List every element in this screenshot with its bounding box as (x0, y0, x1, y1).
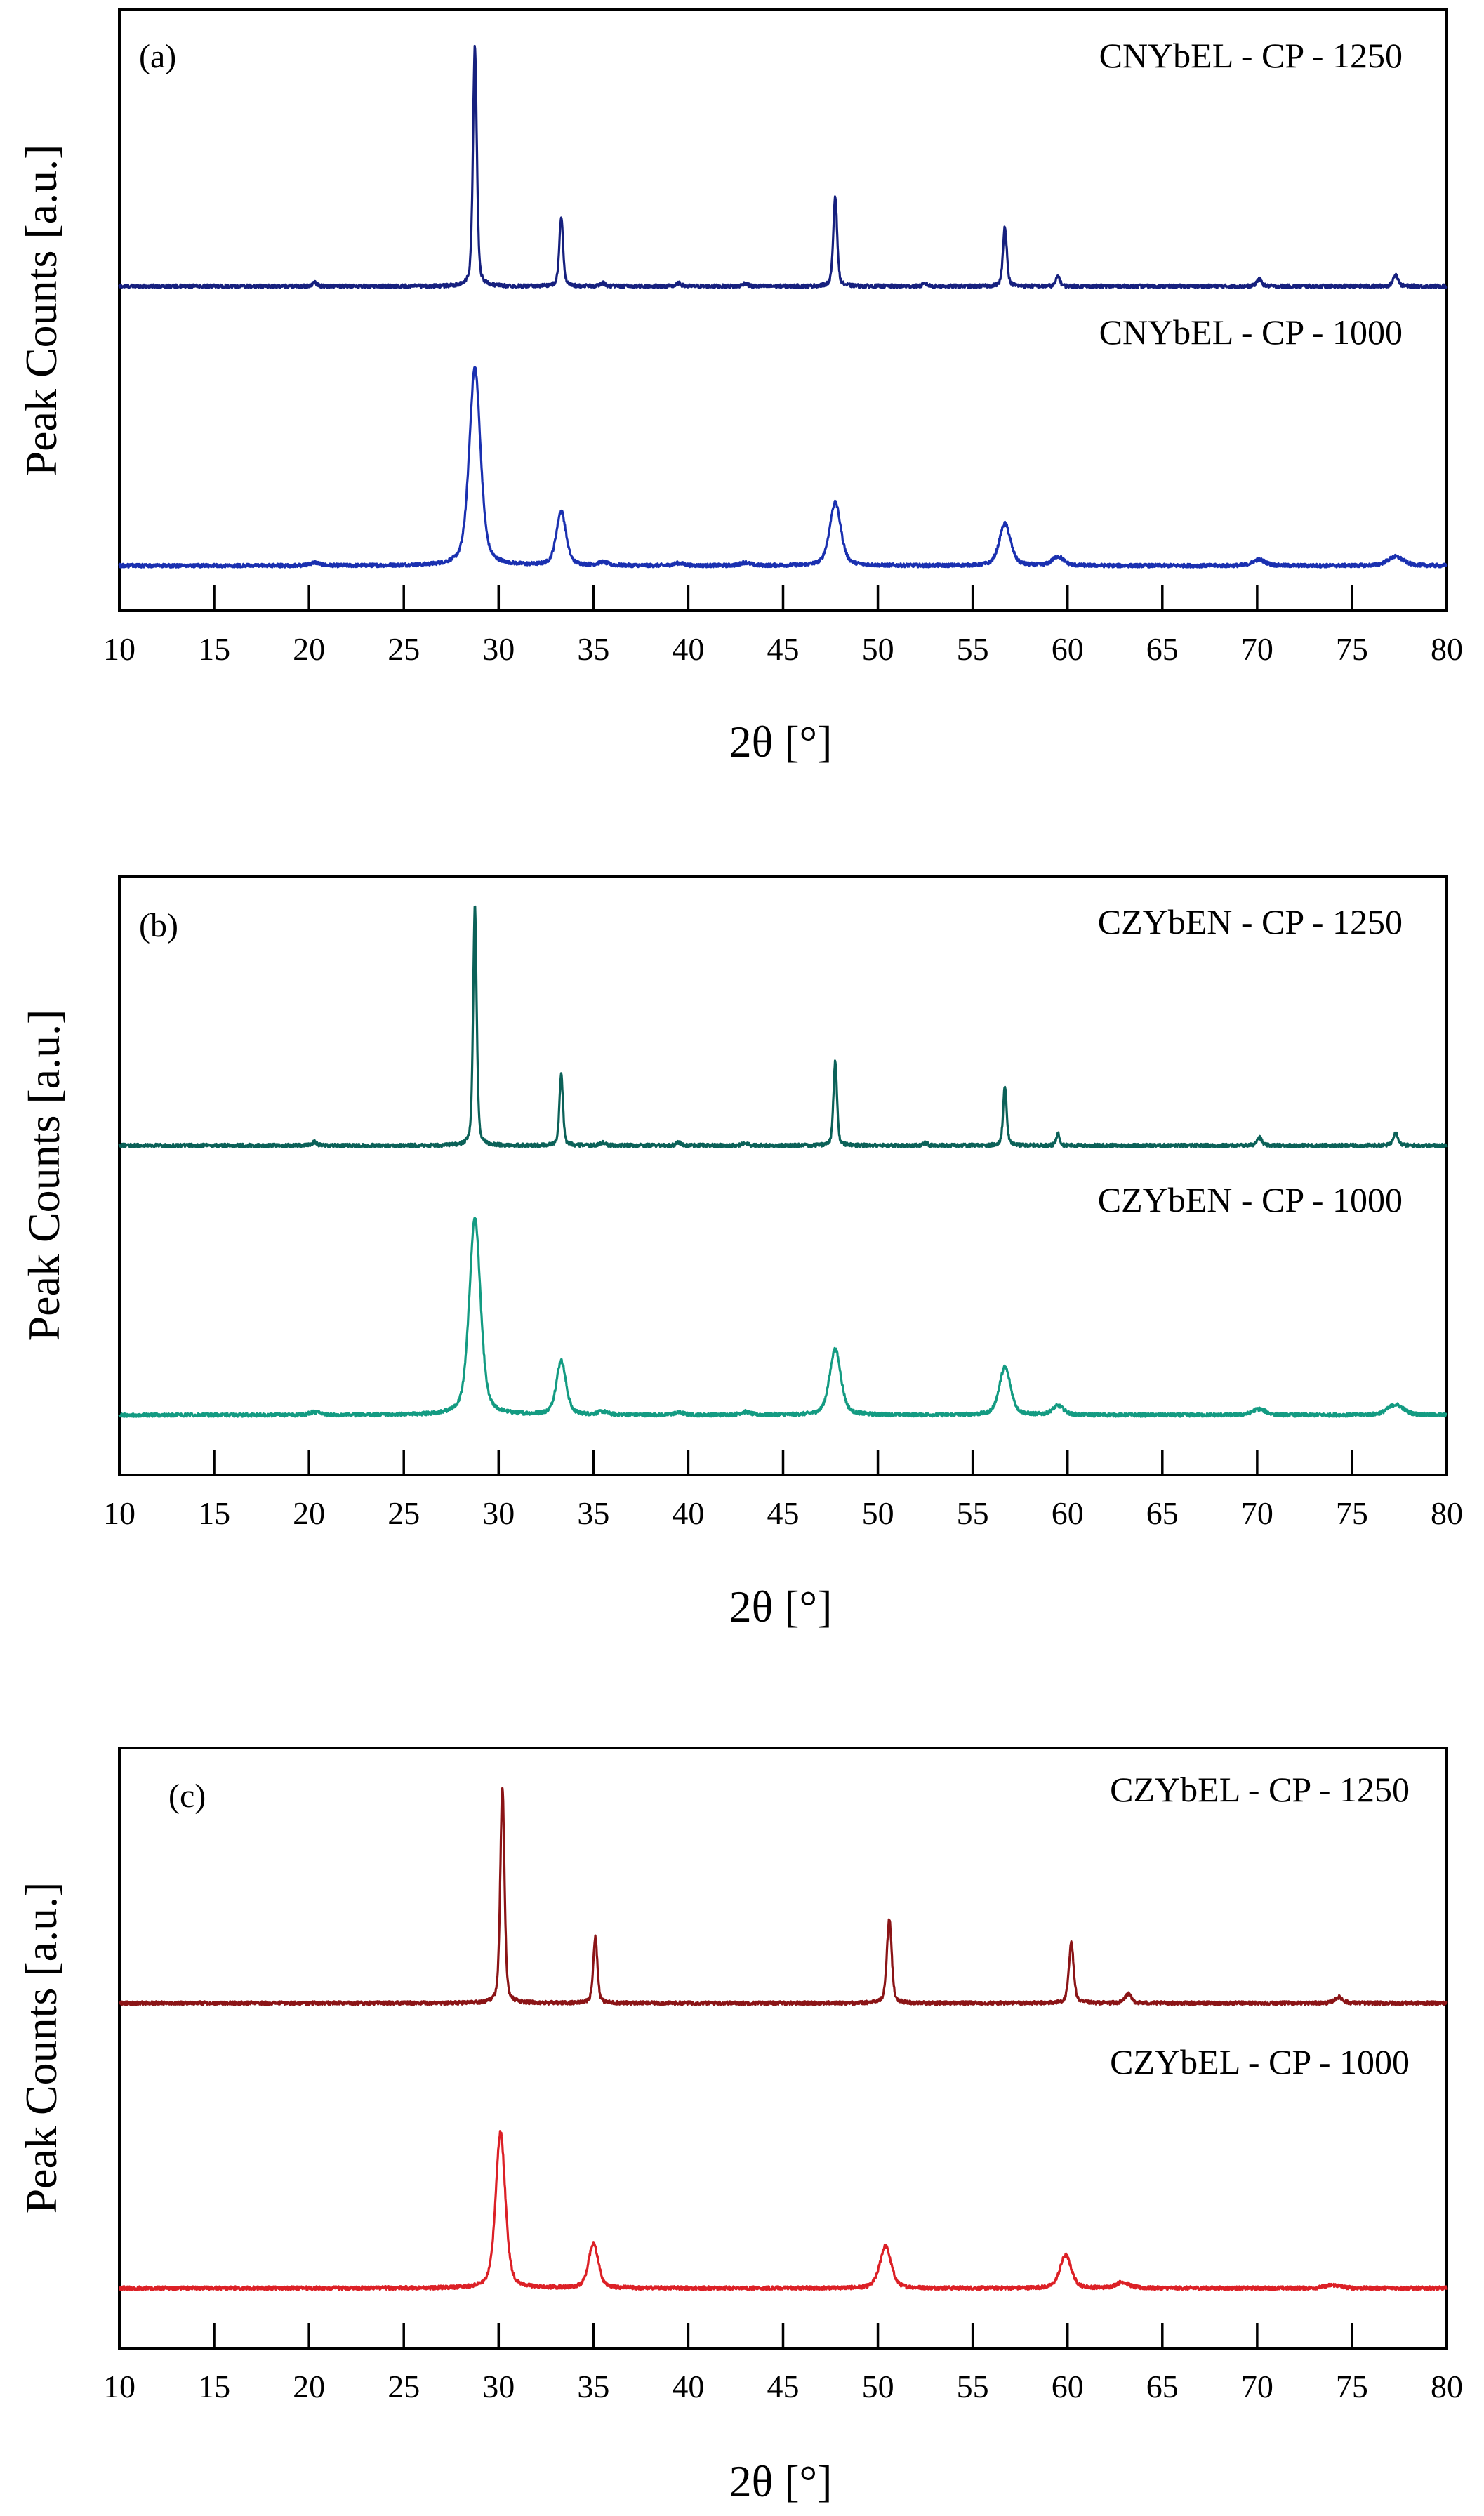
panel-a-series-1-label: CNYbEL - CP - 1250 (1099, 36, 1403, 75)
x-tick-label: 35 (577, 631, 609, 667)
panel-a-label: (a) (139, 38, 176, 75)
x-tick-label: 60 (1052, 1495, 1084, 1531)
panel-a-traces (118, 44, 1448, 569)
x-tick-label: 50 (862, 1495, 894, 1531)
x-tick-label: 70 (1241, 631, 1273, 667)
panel-c-traces (118, 1787, 1448, 2291)
panel-c-x-axis-title: 2θ [°] (729, 2456, 833, 2506)
series-line-1 (118, 1787, 1448, 2006)
panel-c-x-ticks: 10 15 20 25 30 35 40 45 50 55 60 65 70 75 80 (103, 2323, 1463, 2404)
series-line-2 (118, 366, 1448, 569)
series-line-1 (118, 44, 1448, 289)
x-tick-label: 45 (767, 631, 800, 667)
panel-a: (a) Peak Counts [a.u.] 2θ [°] 10 15 20 25 30… (16, 8, 1463, 767)
x-tick-label: 60 (1052, 2369, 1084, 2404)
x-tick-label: 50 (862, 2369, 894, 2404)
panel-a-x-axis-title: 2θ [°] (729, 717, 833, 767)
x-tick-label: 30 (482, 631, 515, 667)
x-tick-label: 75 (1336, 2369, 1368, 2404)
x-tick-label: 70 (1241, 1495, 1273, 1531)
x-tick-label: 15 (198, 1495, 230, 1531)
panel-b: (b) Peak Counts [a.u.] 2θ [°] 10 15 20 25 30… (19, 875, 1463, 1631)
x-tick-label: 55 (957, 1495, 989, 1531)
panel-c-y-axis-title: Peak Counts [a.u.] (16, 1882, 66, 2214)
panel-b-x-axis-title: 2θ [°] (729, 1582, 833, 1631)
x-tick-label: 80 (1431, 1495, 1463, 1531)
x-tick-label: 35 (577, 1495, 609, 1531)
x-tick-label: 65 (1146, 631, 1179, 667)
panel-c: (c) Peak Counts [a.u.] 2θ [°] 10 15 20 25 30… (16, 1747, 1463, 2506)
panel-b-frame (118, 875, 1448, 1476)
panel-a-series-2-label: CNYbEL - CP - 1000 (1099, 312, 1403, 352)
x-tick-label: 65 (1146, 1495, 1179, 1531)
x-tick-label: 50 (862, 631, 894, 667)
x-tick-label: 40 (672, 631, 704, 667)
x-tick-label: 70 (1241, 2369, 1273, 2404)
x-tick-label: 20 (293, 1495, 325, 1531)
x-tick-label: 40 (672, 2369, 704, 2404)
x-tick-label: 75 (1336, 1495, 1368, 1531)
panel-a-y-axis-title: Peak Counts [a.u.] (16, 145, 66, 477)
x-tick-label: 10 (103, 631, 135, 667)
x-tick-label: 55 (957, 631, 989, 667)
panel-b-traces (118, 905, 1448, 1418)
panel-b-series-1-label: CZYbEN - CP - 1250 (1098, 902, 1403, 941)
x-tick-label: 80 (1431, 631, 1463, 667)
panel-c-label: (c) (168, 1777, 206, 1815)
x-tick-label: 15 (198, 2369, 230, 2404)
panel-a-frame (118, 8, 1448, 612)
series-line-2 (118, 2130, 1448, 2291)
panel-a-x-ticks: 10 15 20 25 30 35 40 45 50 55 60 65 70 75 80 (103, 585, 1463, 667)
x-tick-label: 15 (198, 631, 230, 667)
x-tick-label: 45 (767, 2369, 800, 2404)
panel-b-x-ticks: 10 15 20 25 30 35 40 45 50 55 60 65 70 75 80 (103, 1450, 1463, 1531)
x-tick-label: 10 (103, 2369, 135, 2404)
x-tick-label: 25 (387, 1495, 420, 1531)
x-tick-label: 25 (387, 631, 420, 667)
x-tick-label: 40 (672, 1495, 704, 1531)
panel-c-series-2-label: CZYbEL - CP - 1000 (1110, 2042, 1410, 2081)
x-tick-label: 25 (387, 2369, 420, 2404)
panel-b-label: (b) (139, 907, 178, 944)
panel-b-series-2-label: CZYbEN - CP - 1000 (1098, 1180, 1403, 1219)
x-tick-label: 45 (767, 1495, 800, 1531)
x-tick-label: 20 (293, 631, 325, 667)
x-tick-label: 35 (577, 2369, 609, 2404)
x-tick-label: 75 (1336, 631, 1368, 667)
x-tick-label: 30 (482, 2369, 515, 2404)
x-tick-label: 80 (1431, 2369, 1463, 2404)
series-line-2 (118, 1217, 1448, 1418)
series-line-1 (118, 905, 1448, 1148)
x-tick-label: 60 (1052, 631, 1084, 667)
panel-b-y-axis-title: Peak Counts [a.u.] (19, 1009, 69, 1342)
panel-c-series-1-label: CZYbEL - CP - 1250 (1110, 1770, 1410, 1809)
x-tick-label: 10 (103, 1495, 135, 1531)
x-tick-label: 65 (1146, 2369, 1179, 2404)
x-tick-label: 20 (293, 2369, 325, 2404)
x-tick-label: 55 (957, 2369, 989, 2404)
x-tick-label: 30 (482, 1495, 515, 1531)
